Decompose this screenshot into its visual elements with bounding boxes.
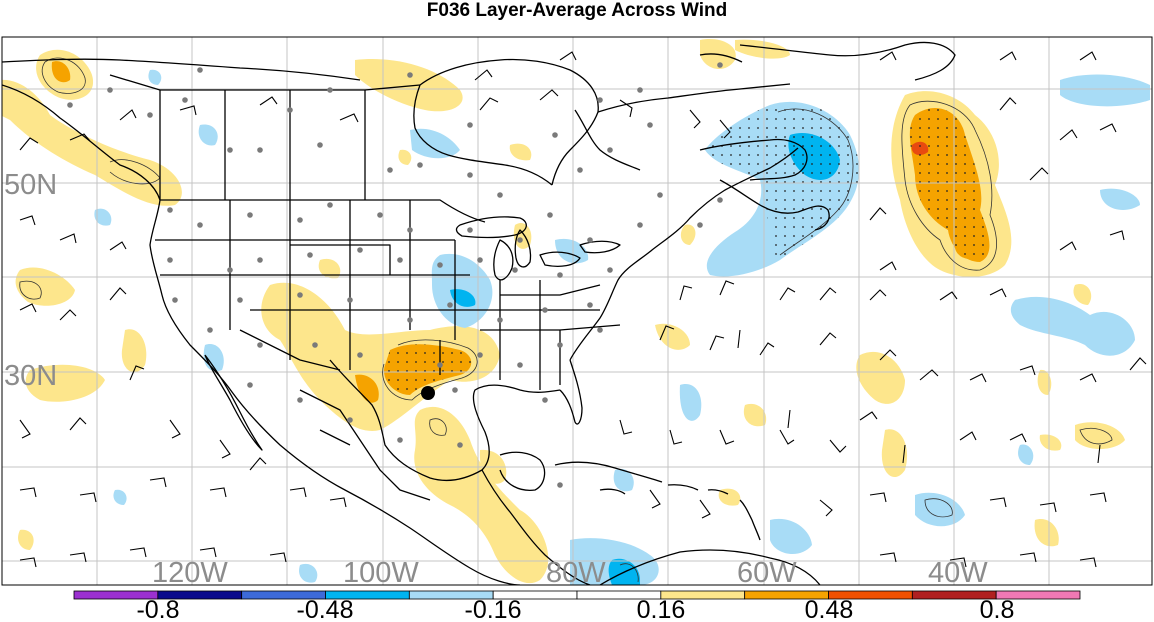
- storm-center-dot: [421, 386, 435, 400]
- lat-label-50n: 50N: [4, 169, 57, 201]
- lon-label-80w: 80W: [546, 557, 606, 589]
- colorbar-tick-label: -0.48: [297, 596, 354, 622]
- lat-lon-grid: [2, 37, 1152, 585]
- lon-label-120w: 120W: [152, 557, 228, 589]
- shaded-field: [2, 39, 1150, 585]
- lon-label-100w: 100W: [343, 557, 419, 589]
- colorbar-tick-label: -0.16: [465, 596, 522, 622]
- map-frame: [1, 36, 1153, 586]
- colorbar-tick-label: 0.16: [637, 596, 686, 622]
- lon-label-40w: 40W: [928, 557, 988, 589]
- coastlines-and-borders: [2, 41, 956, 585]
- colorbar-tick-label: 0.48: [805, 596, 854, 622]
- wind-barbs: [19, 51, 1147, 568]
- colorbar-swatch: [995, 590, 1081, 600]
- colorbar-tick-label: -0.8: [136, 596, 179, 622]
- colorbar: [73, 590, 1081, 600]
- colorbar-tick-label: 0.8: [980, 596, 1015, 622]
- lat-label-30n: 30N: [4, 360, 57, 392]
- station-dots: [67, 62, 723, 488]
- contour-lines: [19, 57, 1113, 583]
- map-title: F036 Layer-Average Across Wind: [426, 0, 728, 21]
- lon-label-60w: 60W: [737, 557, 797, 589]
